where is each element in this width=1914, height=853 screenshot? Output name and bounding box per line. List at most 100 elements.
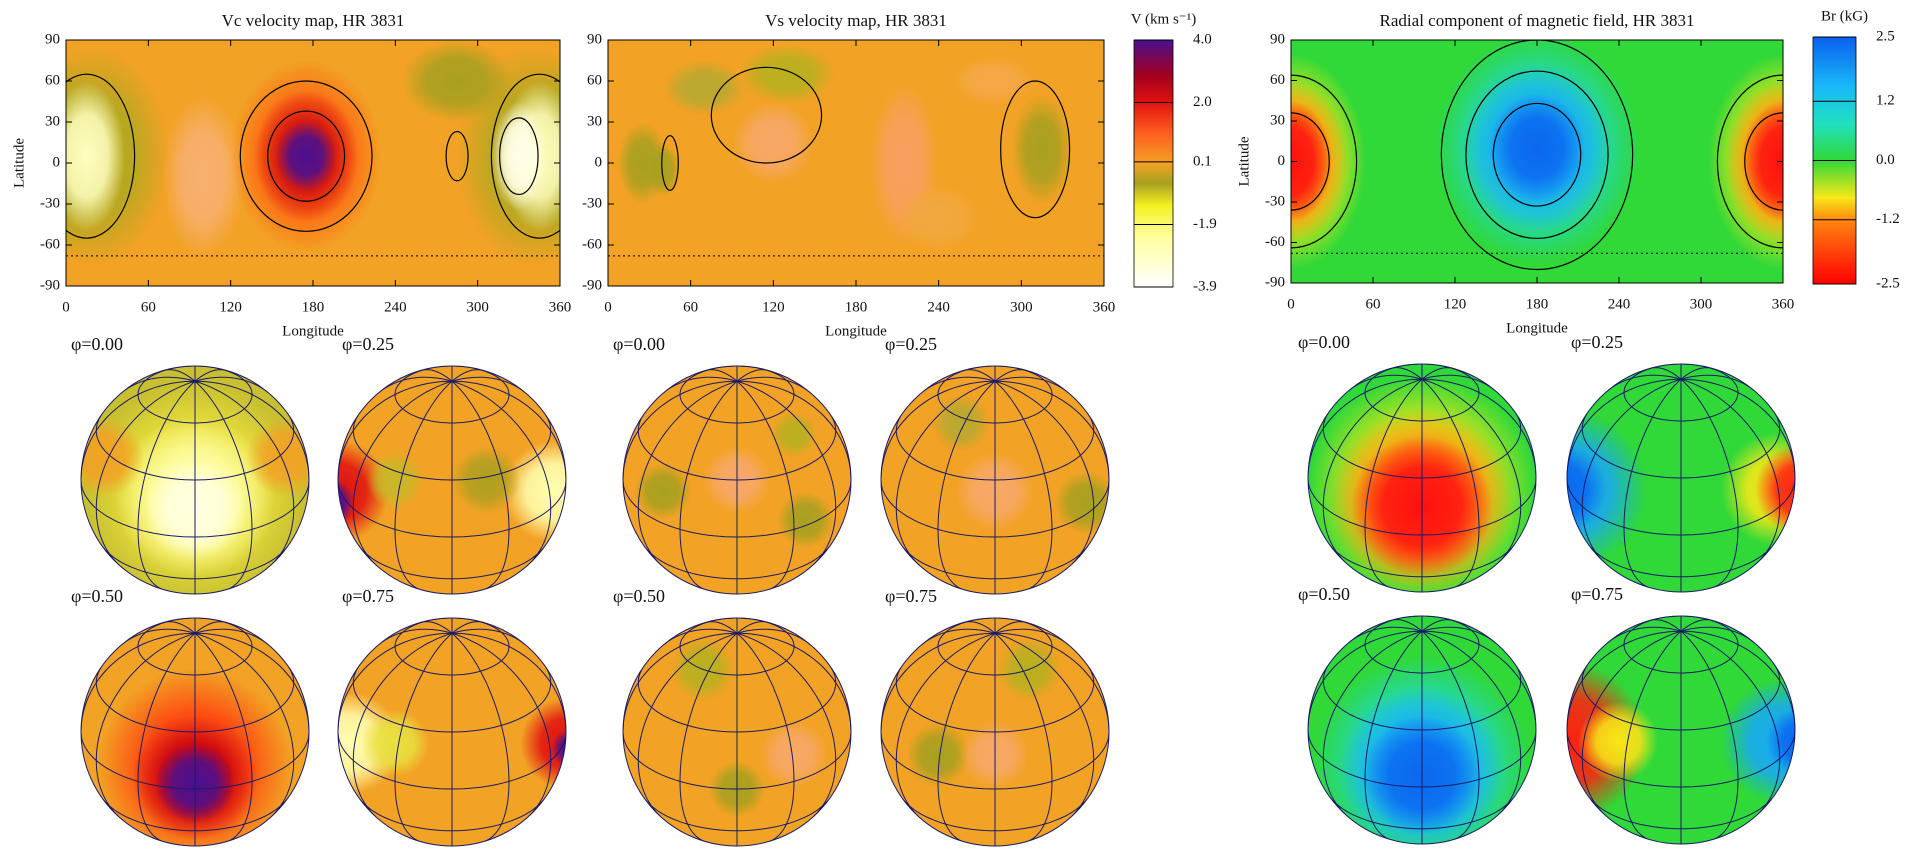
sphere xyxy=(623,618,851,846)
sphere xyxy=(1308,616,1536,848)
colorbar-tick-label: 2.5 xyxy=(1876,28,1895,44)
phase-label: φ=0.75 xyxy=(342,586,394,606)
x-tick-label: 180 xyxy=(302,299,325,315)
sphere-feature xyxy=(361,709,429,777)
y-tick-label: 0 xyxy=(1278,153,1286,169)
x-tick-label: 180 xyxy=(1526,296,1549,312)
x-tick-label: 60 xyxy=(1366,296,1381,312)
x-axis-label: Longitude xyxy=(282,323,344,339)
colorbar-tick-label: 4.0 xyxy=(1193,31,1212,47)
x-tick-label: 300 xyxy=(1010,299,1033,315)
sphere xyxy=(1308,364,1536,603)
colorbar-tick-label: -1.2 xyxy=(1876,211,1900,227)
map-panel xyxy=(1216,33,1858,283)
map-panel xyxy=(608,40,1104,286)
x-tick-label: 60 xyxy=(141,299,156,315)
map-feature xyxy=(897,184,980,252)
sphere xyxy=(298,618,612,846)
y-tick-label: 30 xyxy=(45,113,60,129)
sphere xyxy=(881,618,1109,846)
y-tick-label: -90 xyxy=(1265,274,1285,290)
y-tick-label: 60 xyxy=(587,72,602,88)
x-tick-label: 300 xyxy=(466,299,489,315)
sphere-feature xyxy=(777,491,834,548)
colorbar-tick-label: 2.0 xyxy=(1193,94,1212,110)
colorbar-tick-label: 0.1 xyxy=(1193,153,1212,169)
x-tick-label: 360 xyxy=(549,299,572,315)
y-tick-label: -60 xyxy=(1265,234,1285,250)
map-feature xyxy=(1489,94,1585,202)
x-tick-label: 240 xyxy=(1608,296,1631,312)
colorbar xyxy=(1134,40,1173,287)
phase-label: φ=0.25 xyxy=(885,334,937,354)
colorbar-tick-label: -3.9 xyxy=(1193,278,1217,294)
y-tick-label: -30 xyxy=(1265,193,1285,209)
phase-label: φ=0.50 xyxy=(613,586,665,606)
phase-label: φ=0.25 xyxy=(342,334,394,354)
y-tick-label: 30 xyxy=(587,113,602,129)
phase-label: φ=0.00 xyxy=(613,334,665,354)
y-tick-label: 60 xyxy=(1270,72,1285,88)
sphere xyxy=(1487,364,1846,592)
map-feature xyxy=(663,61,746,116)
map-feature xyxy=(162,95,244,259)
x-tick-label: 240 xyxy=(927,299,950,315)
y-tick-label: -30 xyxy=(582,195,602,211)
x-tick-label: 0 xyxy=(62,299,70,315)
x-tick-label: 300 xyxy=(1690,296,1713,312)
phase-label: φ=0.75 xyxy=(1571,584,1623,604)
y-tick-label: 90 xyxy=(587,31,602,47)
x-axis-label: Longitude xyxy=(1506,320,1568,336)
map-feature xyxy=(402,40,512,122)
map-panel xyxy=(0,40,663,286)
y-tick-label: 90 xyxy=(1270,31,1285,47)
colorbar-tick-label: -2.5 xyxy=(1876,275,1900,291)
chart-title: Vc velocity map, HR 3831 xyxy=(222,11,405,30)
phase-label: φ=0.25 xyxy=(1571,332,1623,352)
colorbar-tick-label: -1.9 xyxy=(1193,216,1217,232)
sphere xyxy=(881,366,1118,594)
y-tick-label: -30 xyxy=(40,195,60,211)
sphere-feature xyxy=(520,698,611,789)
x-tick-label: 120 xyxy=(219,299,242,315)
sphere-feature xyxy=(503,440,606,543)
phase-label: φ=0.75 xyxy=(885,586,937,606)
sphere-feature xyxy=(1578,702,1658,782)
x-tick-label: 0 xyxy=(1287,296,1295,312)
phase-label: φ=0.50 xyxy=(1298,584,1350,604)
y-tick-label: 0 xyxy=(53,154,61,170)
x-tick-label: 360 xyxy=(1093,299,1116,315)
colorbar-tick-label: 0.0 xyxy=(1876,152,1895,168)
sphere xyxy=(623,366,851,594)
sphere xyxy=(1487,616,1846,844)
x-tick-label: 60 xyxy=(683,299,698,315)
y-tick-label: 60 xyxy=(45,72,60,88)
x-tick-label: 0 xyxy=(604,299,612,315)
sphere-feature xyxy=(246,417,326,497)
phase-label: φ=0.50 xyxy=(71,586,123,606)
phase-label: φ=0.00 xyxy=(71,334,123,354)
page: {"chart_data": [ {"type": "heatmap", "ti… xyxy=(0,0,1914,848)
sphere-feature xyxy=(551,729,592,770)
chart-title: Radial component of magnetic field, HR 3… xyxy=(1380,11,1695,30)
map-feature xyxy=(276,121,336,192)
x-tick-label: 240 xyxy=(384,299,407,315)
y-tick-label: -60 xyxy=(40,236,60,252)
sphere-feature xyxy=(1767,707,1835,775)
colorbar-tick-label: 1.2 xyxy=(1876,93,1895,109)
y-axis-label: Latitude xyxy=(1236,136,1252,186)
x-axis-label: Longitude xyxy=(825,323,887,339)
y-tick-label: -90 xyxy=(40,277,60,293)
map-feature xyxy=(739,44,835,104)
sphere-feature xyxy=(367,452,424,509)
sphere-feature xyxy=(310,480,356,526)
colorbar-title: V (km s⁻¹) xyxy=(1131,11,1196,27)
x-tick-label: 360 xyxy=(1772,296,1795,312)
sphere xyxy=(287,366,606,594)
y-tick-label: 30 xyxy=(1270,112,1285,128)
chart-title: Vs velocity map, HR 3831 xyxy=(765,11,947,30)
sphere xyxy=(64,366,326,600)
x-tick-label: 120 xyxy=(762,299,785,315)
x-tick-label: 180 xyxy=(845,299,868,315)
y-tick-label: -90 xyxy=(582,277,602,293)
